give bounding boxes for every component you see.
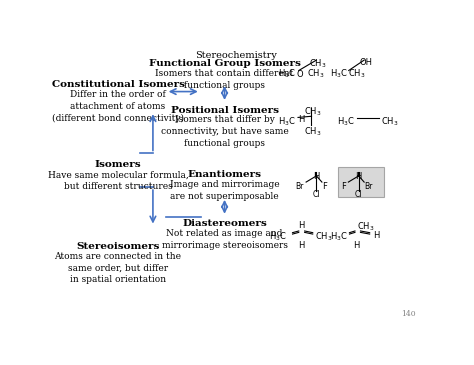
Text: Cl: Cl — [313, 190, 320, 199]
Text: Cl: Cl — [355, 190, 363, 199]
Text: Isomers that differ by
connectivity, but have same
functional groups: Isomers that differ by connectivity, but… — [161, 115, 289, 148]
Text: 140: 140 — [401, 310, 416, 318]
Text: F: F — [341, 181, 346, 191]
Text: $\mathregular{CH_3}$: $\mathregular{CH_3}$ — [307, 68, 325, 80]
Text: Image and mirrorimage
are not superimposable: Image and mirrorimage are not superimpos… — [170, 180, 279, 201]
Text: Atoms are connected in the
same order, but differ
in spatial orientation: Atoms are connected in the same order, b… — [55, 252, 182, 284]
Text: $\mathregular{CH_3}$: $\mathregular{CH_3}$ — [357, 221, 375, 233]
Text: $\mathregular{CH_3}$: $\mathregular{CH_3}$ — [310, 58, 327, 70]
Text: $\mathregular{H_3C}$: $\mathregular{H_3C}$ — [330, 231, 347, 243]
Text: Enantiomers: Enantiomers — [188, 170, 262, 179]
Text: H: H — [313, 172, 319, 181]
Text: Stereochemistry: Stereochemistry — [195, 51, 276, 60]
Text: H: H — [354, 241, 360, 250]
Text: Not related as image and
mirrorimage stereoisomers: Not related as image and mirrorimage ste… — [162, 229, 288, 250]
Text: OH: OH — [359, 58, 373, 67]
Text: $\mathregular{CH_3}$: $\mathregular{CH_3}$ — [381, 115, 398, 128]
Text: H: H — [299, 221, 305, 230]
Text: Constitutional Isomers: Constitutional Isomers — [52, 80, 184, 89]
Text: Positional Isomers: Positional Isomers — [171, 105, 279, 115]
Text: Br: Br — [295, 181, 303, 191]
Text: $\mathregular{O}$: $\mathregular{O}$ — [296, 68, 304, 79]
Text: Differ in the order of
attachment of atoms
(different bond connectivity): Differ in the order of attachment of ato… — [52, 90, 184, 123]
Text: Stereoisomers: Stereoisomers — [76, 242, 160, 251]
Text: H: H — [374, 231, 380, 240]
Text: Have same molecular formula,
but different structures: Have same molecular formula, but differe… — [48, 170, 188, 191]
Text: F: F — [322, 181, 327, 191]
Text: Isomers that contain different
functional groups: Isomers that contain different functiona… — [155, 69, 294, 90]
Text: H: H — [298, 115, 304, 124]
Text: Functional Group Isomers: Functional Group Isomers — [149, 59, 301, 68]
Text: H: H — [356, 172, 362, 181]
Text: $\mathregular{H_3C}$: $\mathregular{H_3C}$ — [278, 68, 296, 80]
Text: Diastereomers: Diastereomers — [182, 219, 267, 228]
Text: H: H — [299, 241, 305, 250]
Text: $\mathregular{H_3C}$: $\mathregular{H_3C}$ — [269, 231, 287, 243]
Text: $\mathregular{CH_3}$: $\mathregular{CH_3}$ — [347, 68, 365, 80]
Text: Br: Br — [364, 181, 373, 191]
Text: $\mathregular{CH_3}$: $\mathregular{CH_3}$ — [304, 125, 321, 138]
Text: $\mathregular{H_3C}$: $\mathregular{H_3C}$ — [278, 115, 296, 128]
FancyBboxPatch shape — [338, 168, 384, 197]
Text: $\mathregular{H_3C}$: $\mathregular{H_3C}$ — [330, 68, 347, 80]
Text: $\mathregular{CH_3}$: $\mathregular{CH_3}$ — [315, 231, 332, 243]
Text: $\mathregular{H_3C}$: $\mathregular{H_3C}$ — [337, 115, 355, 128]
Text: Isomers: Isomers — [95, 161, 141, 169]
Text: $\mathregular{CH_3}$: $\mathregular{CH_3}$ — [304, 105, 321, 118]
